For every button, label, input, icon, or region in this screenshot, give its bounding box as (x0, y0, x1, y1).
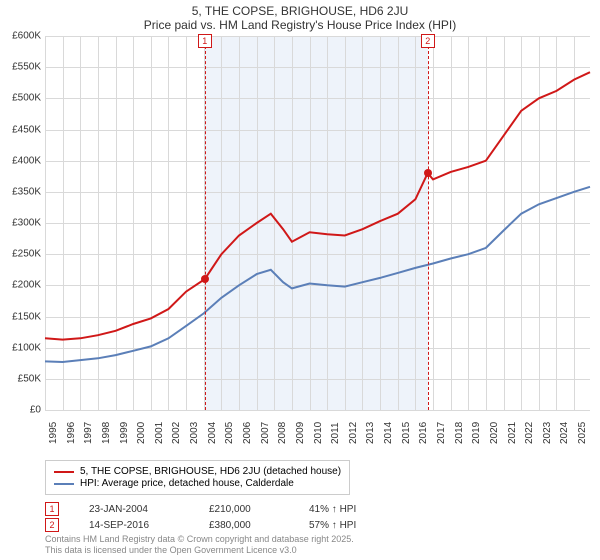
legend-swatch (54, 471, 74, 473)
marker-badge: 2 (421, 34, 435, 48)
legend-label: 5, THE COPSE, BRIGHOUSE, HD6 2JU (detach… (80, 466, 341, 477)
grid-line (45, 410, 590, 411)
x-tick-label: 2004 (207, 422, 218, 444)
sale-dot (424, 169, 432, 177)
reference-line (205, 36, 206, 410)
series-line-price_paid (45, 72, 590, 339)
legend-item: 5, THE COPSE, BRIGHOUSE, HD6 2JU (detach… (54, 466, 341, 477)
x-tick-label: 2015 (401, 422, 412, 444)
y-tick-label: £400K (12, 155, 41, 166)
footer: Contains HM Land Registry data © Crown c… (45, 534, 354, 556)
chart-container: 5, THE COPSE, BRIGHOUSE, HD6 2JU Price p… (0, 0, 600, 560)
plot-area: 12 (45, 36, 590, 410)
x-tick-label: 2001 (154, 422, 165, 444)
x-tick-label: 2007 (260, 422, 271, 444)
x-tick-label: 2023 (542, 422, 553, 444)
x-tick-label: 2018 (454, 422, 465, 444)
y-tick-label: £600K (12, 31, 41, 42)
table-row: 1 23-JAN-2004 £210,000 41% ↑ HPI (45, 502, 590, 516)
chart-title: 5, THE COPSE, BRIGHOUSE, HD6 2JU (0, 0, 600, 18)
y-tick-label: £0 (30, 405, 41, 416)
legend: 5, THE COPSE, BRIGHOUSE, HD6 2JU (detach… (45, 460, 350, 495)
marker-badge: 1 (45, 502, 59, 516)
x-tick-label: 2012 (348, 422, 359, 444)
y-tick-label: £200K (12, 280, 41, 291)
marker-badge: 2 (45, 518, 59, 532)
x-tick-label: 1995 (48, 422, 59, 444)
x-tick-label: 2002 (171, 422, 182, 444)
x-tick-label: 2016 (418, 422, 429, 444)
marker-badge: 1 (198, 34, 212, 48)
x-tick-label: 2009 (295, 422, 306, 444)
x-tick-label: 1998 (101, 422, 112, 444)
table-row: 2 14-SEP-2016 £380,000 57% ↑ HPI (45, 518, 590, 532)
x-tick-label: 2008 (277, 422, 288, 444)
x-tick-label: 2017 (436, 422, 447, 444)
sale-dot (201, 275, 209, 283)
sale-pct: 41% ↑ HPI (309, 504, 399, 515)
y-tick-label: £250K (12, 249, 41, 260)
x-tick-label: 2020 (489, 422, 500, 444)
x-tick-label: 1996 (66, 422, 77, 444)
x-tick-label: 2024 (559, 422, 570, 444)
y-tick-label: £500K (12, 93, 41, 104)
sales-table: 1 23-JAN-2004 £210,000 41% ↑ HPI 2 14-SE… (45, 500, 590, 534)
x-tick-label: 2000 (136, 422, 147, 444)
x-tick-label: 2019 (471, 422, 482, 444)
sale-pct: 57% ↑ HPI (309, 520, 399, 531)
x-tick-label: 2006 (242, 422, 253, 444)
y-tick-label: £450K (12, 124, 41, 135)
x-tick-label: 2003 (189, 422, 200, 444)
legend-swatch (54, 483, 74, 485)
footer-text: Contains HM Land Registry data © Crown c… (45, 534, 354, 545)
legend-label: HPI: Average price, detached house, Cald… (80, 478, 294, 489)
x-tick-label: 2022 (524, 422, 535, 444)
legend-item: HPI: Average price, detached house, Cald… (54, 478, 341, 489)
sale-price: £210,000 (209, 504, 279, 515)
y-axis: £0£50K£100K£150K£200K£250K£300K£350K£400… (0, 36, 44, 410)
sale-price: £380,000 (209, 520, 279, 531)
x-tick-label: 2014 (383, 422, 394, 444)
reference-line (428, 36, 429, 410)
sale-date: 23-JAN-2004 (89, 504, 179, 515)
x-tick-label: 2011 (330, 422, 341, 444)
footer-text: This data is licensed under the Open Gov… (45, 545, 354, 556)
y-tick-label: £50K (18, 373, 41, 384)
y-tick-label: £350K (12, 186, 41, 197)
x-tick-label: 1997 (83, 422, 94, 444)
x-tick-label: 2021 (507, 422, 518, 444)
x-tick-label: 2005 (224, 422, 235, 444)
y-tick-label: £100K (12, 342, 41, 353)
y-tick-label: £150K (12, 311, 41, 322)
x-tick-label: 1999 (119, 422, 130, 444)
sale-date: 14-SEP-2016 (89, 520, 179, 531)
x-tick-label: 2025 (577, 422, 588, 444)
chart-subtitle: Price paid vs. HM Land Registry's House … (0, 18, 600, 34)
plot-svg (45, 36, 590, 410)
x-tick-label: 2013 (365, 422, 376, 444)
y-tick-label: £550K (12, 62, 41, 73)
x-tick-label: 2010 (313, 422, 324, 444)
series-line-hpi (45, 187, 590, 362)
y-tick-label: £300K (12, 218, 41, 229)
x-axis: 1995 1996 1997 1998 1999 2000 2001 2002 2003 2004… (45, 414, 590, 460)
